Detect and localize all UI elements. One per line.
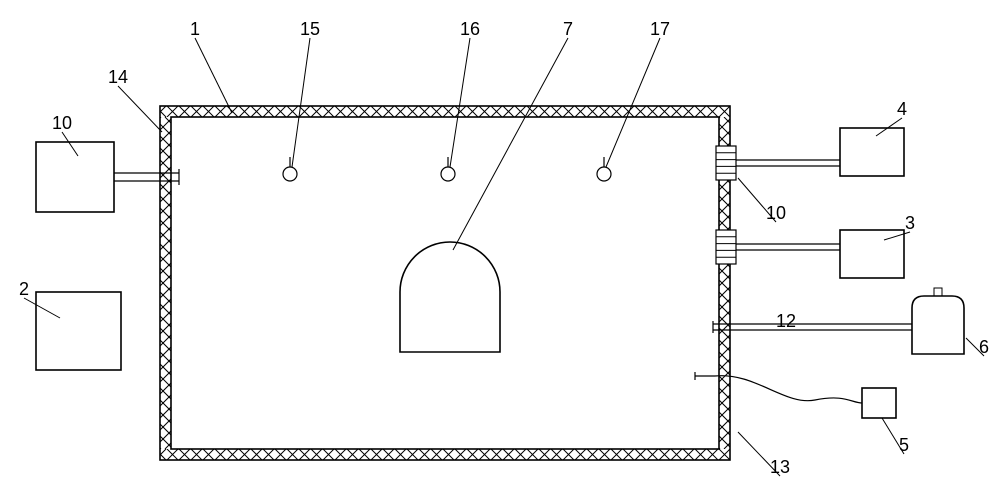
left-box-top: [36, 142, 114, 212]
callout-label: 7: [563, 19, 573, 39]
callout-label: 16: [460, 19, 480, 39]
leader-line: [876, 118, 902, 136]
sensor-circle-1: [283, 167, 297, 181]
callout-label: 3: [905, 213, 915, 233]
callout-label: 14: [108, 67, 128, 87]
leader-line: [450, 38, 470, 167]
leader-line: [118, 86, 162, 132]
leader-line: [884, 232, 910, 240]
left-box-bottom: [36, 292, 121, 370]
callout-label: 15: [300, 19, 320, 39]
sensor-circle-3: [597, 167, 611, 181]
callout-label: 2: [19, 279, 29, 299]
sensor-circle-2: [441, 167, 455, 181]
callout-label: 6: [979, 337, 989, 357]
leader-line: [24, 298, 60, 318]
arch-opening: [400, 242, 500, 352]
callout-label: 13: [770, 457, 790, 477]
leader-line: [292, 38, 310, 167]
hose-13: [715, 376, 862, 403]
callout-label: 5: [899, 435, 909, 455]
leader-line: [453, 38, 568, 250]
leader-line: [606, 38, 660, 167]
callout-label: 4: [897, 99, 907, 119]
callout-label: 12: [776, 311, 796, 331]
right-box-4: [840, 128, 904, 176]
right-box-5: [862, 388, 896, 418]
callout-label: 1: [190, 19, 200, 39]
callout-label: 17: [650, 19, 670, 39]
callout-label: 10: [52, 113, 72, 133]
leader-line: [62, 132, 78, 156]
right-tank-6: [912, 296, 964, 354]
callout-label: 10: [766, 203, 786, 223]
leader-line: [195, 38, 232, 113]
